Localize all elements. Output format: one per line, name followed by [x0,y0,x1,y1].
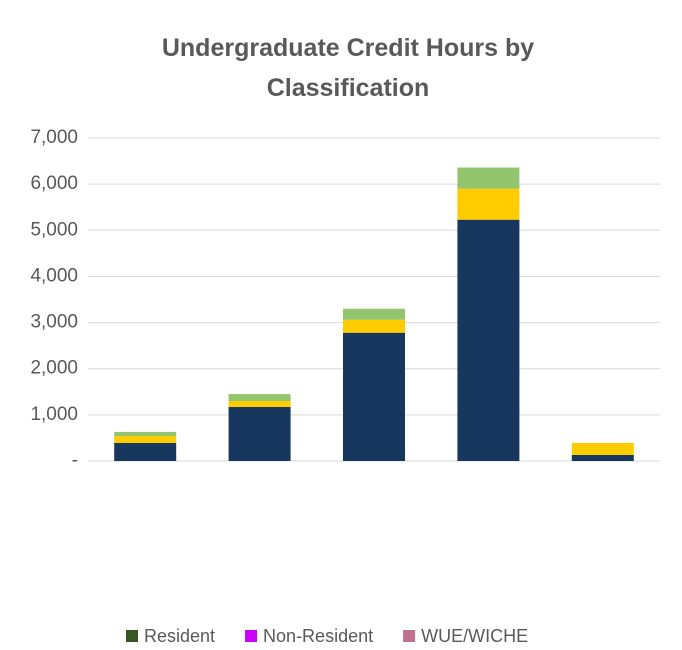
bar-segment [228,407,291,461]
bar-segment [114,443,177,461]
bar-segment [457,167,520,189]
y-tick-label: 5,000 [30,219,78,240]
bar-segment [343,308,405,320]
legend-label: WUE/WICHE [421,626,528,646]
legend-swatch [126,630,138,642]
y-tick-label: - [72,450,78,471]
chart-title: Undergraduate Credit Hours by Classifica… [161,34,535,102]
bar-segment [114,431,177,437]
legend-swatch [403,630,416,642]
y-tick-label: 4,000 [30,265,78,286]
bar-segment [457,188,520,220]
y-tick-label: 2,000 [30,358,78,379]
bar-segment [228,401,291,408]
legend-swatch [245,630,258,642]
y-tick-label: 7,000 [30,127,78,148]
bar-segment [343,319,405,333]
bar-segment [571,443,634,456]
legend-label: Non-Resident [263,626,373,646]
legend-label: Resident [144,626,215,646]
y-tick-label: 6,000 [30,173,78,194]
bar-segment [114,436,177,444]
y-tick-label: 1,000 [30,404,78,425]
bar-segment [457,219,520,461]
bar-segment [571,455,634,461]
bar-segment [228,394,291,402]
y-tick-label: 3,000 [30,312,78,333]
bar-segment [343,332,405,461]
